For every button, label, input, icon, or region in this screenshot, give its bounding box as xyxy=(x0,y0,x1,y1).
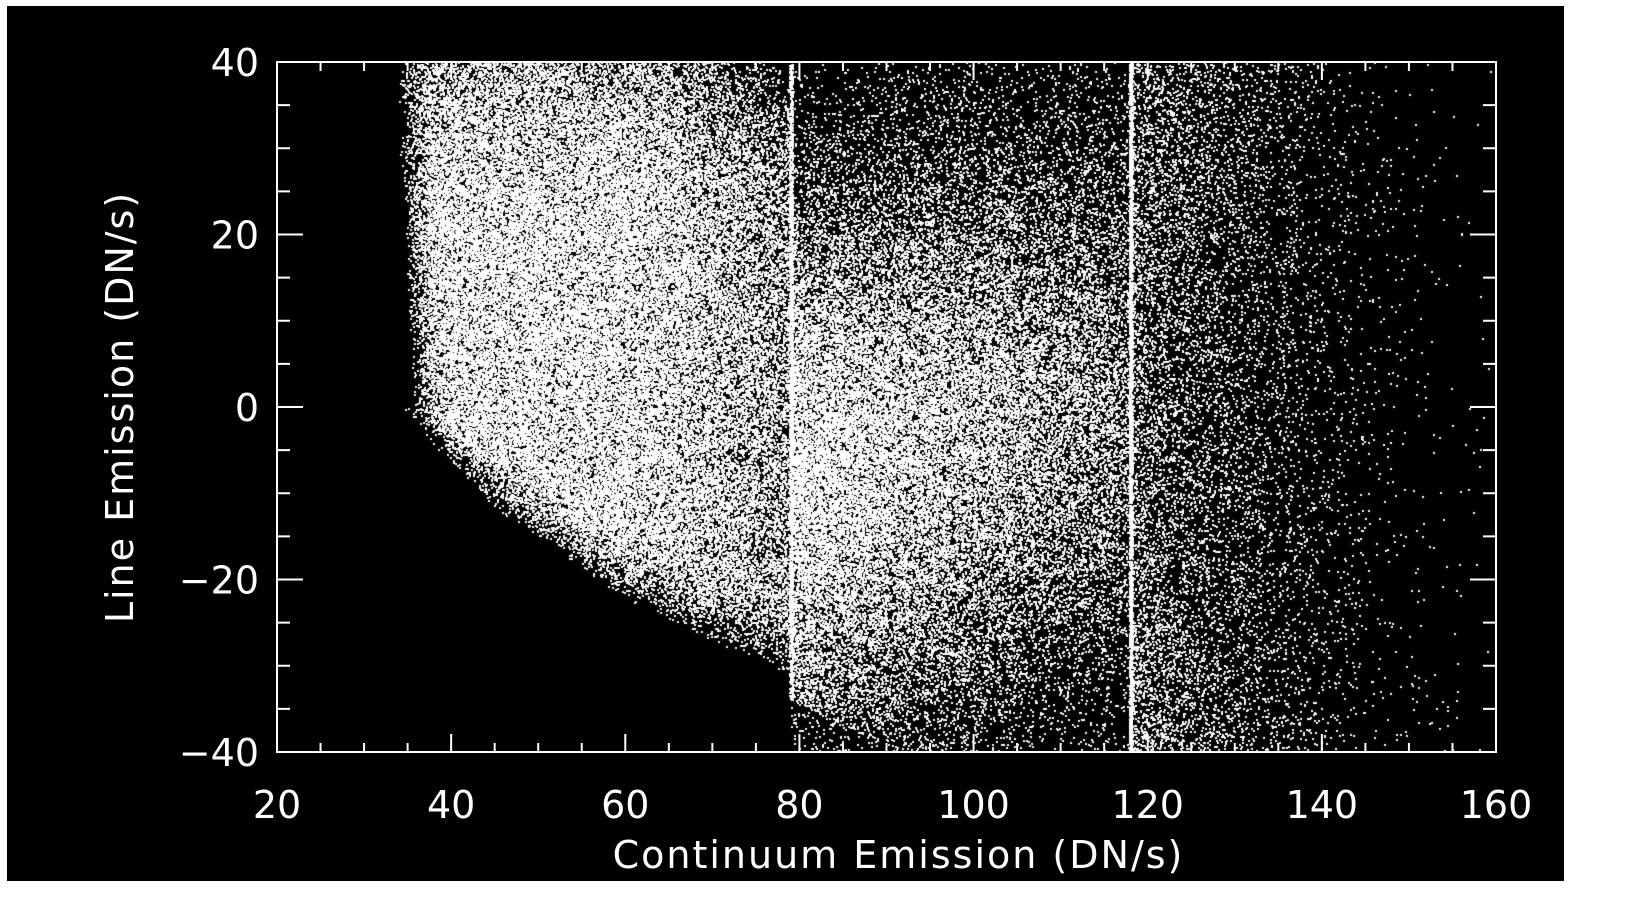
x-tick-label: 100 xyxy=(937,783,1010,827)
tick-labels: 20 40 60 80 100 120 140 160 −40 −20 0 20 40 xyxy=(179,41,1532,827)
x-tick-label: 40 xyxy=(427,783,475,827)
y-axis-title: Line Emission (DN/s) xyxy=(98,191,142,623)
x-axis-title: Continuum Emission (DN/s) xyxy=(613,833,1185,877)
chart-figure: 20 40 60 80 100 120 140 160 −40 −20 0 20 40 Continuu… xyxy=(7,6,1564,881)
tick-marks xyxy=(276,61,1497,753)
x-tick-label: 20 xyxy=(253,783,301,827)
y-tick-label: 40 xyxy=(211,41,259,85)
scatter-points xyxy=(277,62,1496,752)
x-tick-label: 60 xyxy=(601,783,649,827)
y-tick-label: −40 xyxy=(179,731,259,775)
x-tick-label: 140 xyxy=(1286,783,1359,827)
y-tick-label: 0 xyxy=(235,386,259,430)
x-tick-label: 160 xyxy=(1460,783,1533,827)
x-tick-label: 80 xyxy=(775,783,823,827)
x-tick-label: 120 xyxy=(1111,783,1184,827)
y-tick-label: −20 xyxy=(179,559,259,603)
plot-frame xyxy=(276,61,1497,753)
y-tick-label: 20 xyxy=(211,214,259,258)
chart-axes: 20 40 60 80 100 120 140 160 −40 −20 0 20 40 Continuu… xyxy=(98,41,1532,877)
